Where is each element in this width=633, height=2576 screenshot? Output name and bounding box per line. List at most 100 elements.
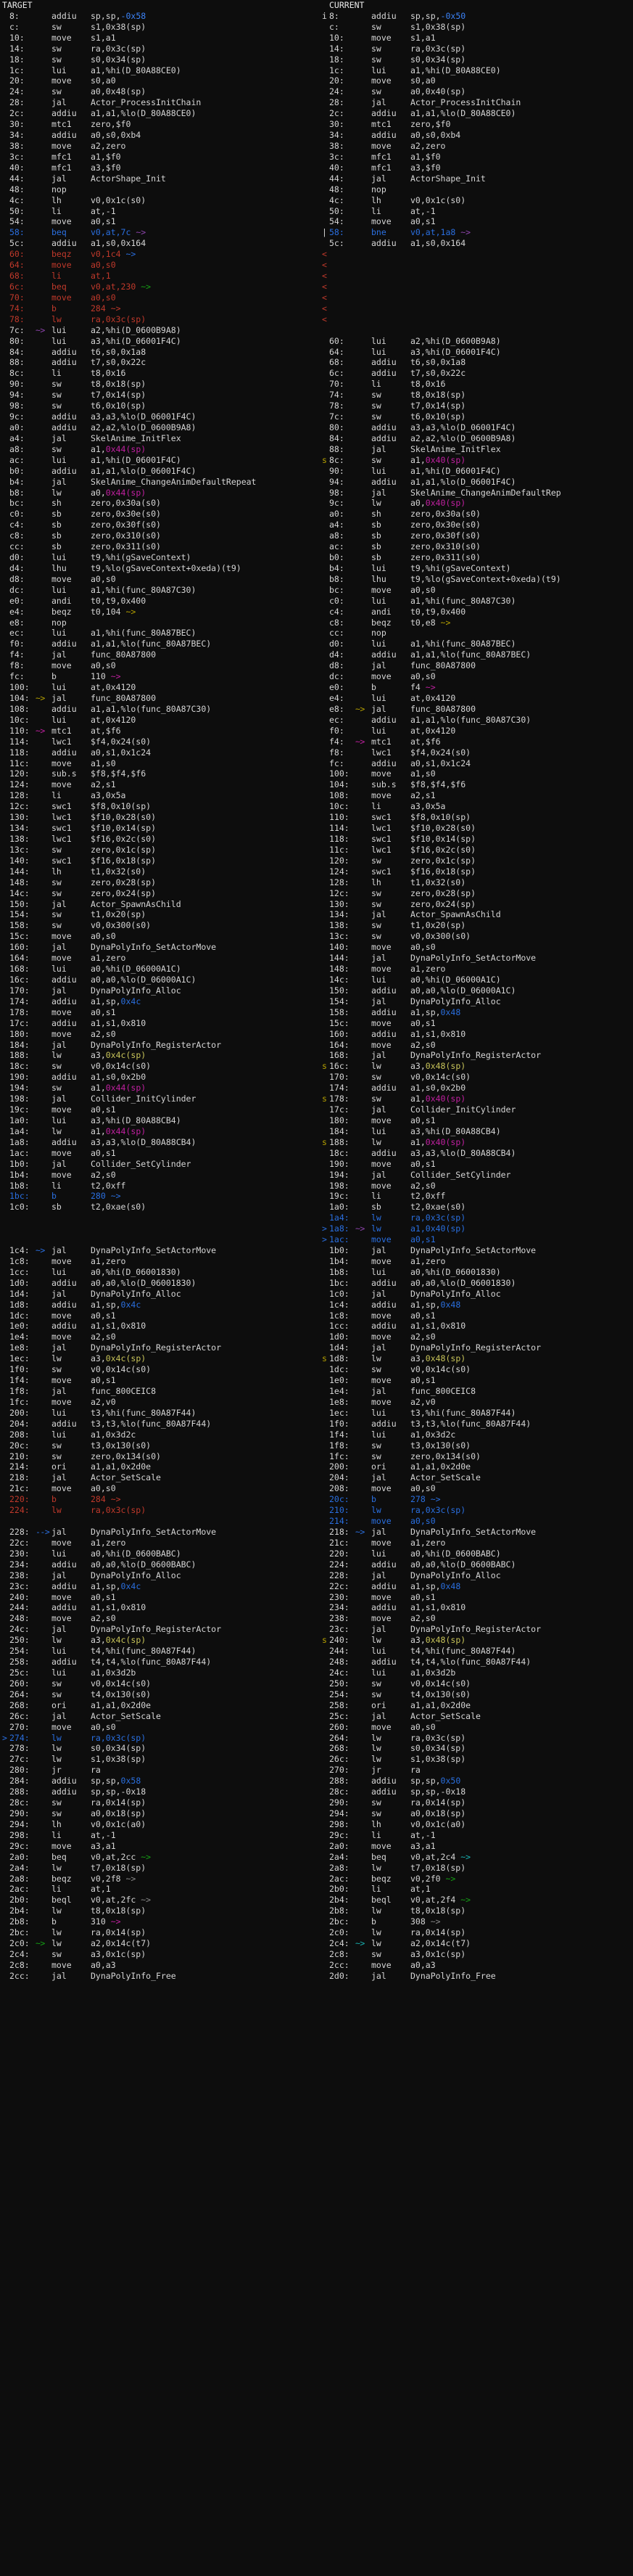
asm-line[interactable]: 2bc: lw ra,0x14(sp) (2, 1927, 312, 1938)
asm-line[interactable]: 1e8: move a2,v0 (322, 1397, 633, 1408)
asm-line[interactable]: 60: beqz v0,1c4 ~> (2, 249, 312, 260)
asm-line[interactable]: 98: sw t6,0x10(sp) (2, 401, 312, 411)
asm-line[interactable]: 27c: lw s1,0x38(sp) (2, 1754, 312, 1765)
asm-line[interactable]: 2ac: beqz v0,2f0 ~> (322, 1874, 633, 1884)
asm-line[interactable]: 164: move a2,s0 (322, 1040, 633, 1051)
asm-line[interactable]: 38: move a2,zero (322, 141, 633, 152)
asm-line[interactable]: 264: lw ra,0x3c(sp) (322, 1733, 633, 1744)
asm-line[interactable]: c0: sb zero,0x30e(s0) (2, 509, 312, 520)
asm-line[interactable]: 180: move a0,s1 (322, 1115, 633, 1126)
asm-line[interactable]: 120: sub.s $f8,$f4,$f6 (2, 768, 312, 779)
asm-line[interactable]: 150: jal Actor_SpawnAsChild (2, 899, 312, 910)
asm-line[interactable]: 84: addiu a2,a2,%lo(D_0600B9A8) (322, 433, 633, 444)
asm-line[interactable]: 74: b 284 ~> (2, 303, 312, 314)
asm-line[interactable]: 110: swc1 $f8,0x10(sp) (322, 812, 633, 823)
asm-line[interactable]: 190: addiu a1,s0,0x2b0 (2, 1072, 312, 1083)
asm-line[interactable]: 270: move a0,s0 (2, 1722, 312, 1733)
asm-line[interactable]: 9c: addiu a3,a3,%lo(D_06001F4C) (2, 411, 312, 422)
asm-line[interactable]: 208: move a0,s0 (322, 1483, 633, 1494)
asm-line[interactable]: 11c: lwc1 $f16,0x2c(s0) (322, 845, 633, 856)
asm-line[interactable]: 1d4: jal DynaPolyInfo_RegisterActor (322, 1342, 633, 1353)
asm-line[interactable]: 1e0: addiu a1,s1,0x810 (2, 1321, 312, 1332)
asm-line[interactable]: cc: nop (322, 628, 633, 639)
asm-line[interactable]: < (322, 292, 633, 303)
asm-line[interactable]: 280: jr ra (2, 1765, 312, 1776)
asm-line[interactable]: 44: jal ActorShape_Init (322, 173, 633, 184)
asm-line[interactable]: 288: addiu sp,sp,0x50 (322, 1776, 633, 1787)
asm-line[interactable]: 38: move a2,zero (2, 141, 312, 152)
asm-line[interactable]: 54: move a0,s1 (322, 216, 633, 227)
asm-line[interactable]: 2b4: beql v0,at,2f4 ~> (322, 1895, 633, 1906)
asm-line[interactable]: 18c: addiu a3,a3,%lo(D_80A88CB4) (322, 1148, 633, 1159)
asm-line[interactable]: 128: lh t1,0x32(s0) (322, 877, 633, 888)
asm-line[interactable]: 2cc: move a0,a3 (322, 1960, 633, 1971)
asm-line[interactable]: 18: sw s0,0x34(sp) (322, 54, 633, 65)
asm-line[interactable]: e0: andi t0,t9,0x400 (2, 596, 312, 607)
asm-line[interactable]: < (322, 249, 633, 260)
asm-line[interactable]: 78: sw t7,0x14(sp) (322, 401, 633, 411)
asm-line[interactable]: 1ec: lw a3,0x4c(sp) (2, 1353, 312, 1364)
asm-line[interactable]: 140: swc1 $f16,0x18(sp) (2, 856, 312, 866)
asm-line[interactable]: 11c: move a1,s0 (2, 758, 312, 769)
asm-line[interactable]: 124: move a2,s1 (2, 779, 312, 790)
asm-line[interactable]: 2bc: b 308 ~> (322, 1916, 633, 1927)
asm-line[interactable]: 17c: jal Collider_InitCylinder (322, 1104, 633, 1115)
asm-line[interactable]: 19c: move a0,s1 (2, 1104, 312, 1115)
asm-line[interactable]: 7c: ~> lui a2,%hi(D_0600B9A8) (2, 325, 312, 336)
asm-line[interactable]: d8: jal func_80A87800 (322, 660, 633, 671)
asm-line[interactable]: b0: sb zero,0x311(s0) (322, 552, 633, 563)
asm-line[interactable]: 2b8: b 310 ~> (2, 1916, 312, 1927)
asm-line[interactable]: 6c: addiu t7,s0,0x22c (322, 368, 633, 379)
asm-line[interactable]: 160: addiu a1,s1,0x810 (322, 1029, 633, 1040)
asm-line[interactable]: 29c: move a3,a1 (2, 1841, 312, 1852)
asm-line[interactable]: 10: move s1,a1 (2, 33, 312, 44)
asm-line[interactable]: 210: sw zero,0x134(s0) (2, 1451, 312, 1462)
asm-line[interactable]: ec: lui a1,%hi(func_80A87BEC) (2, 628, 312, 639)
asm-line[interactable]: 104: ~> jal func_80A87800 (2, 693, 312, 704)
asm-line[interactable]: 288: addiu sp,sp,-0x18 (2, 1787, 312, 1797)
asm-line[interactable]: 148: sw zero,0x28(sp) (2, 877, 312, 888)
asm-line[interactable]: f8: lwc1 $f4,0x24(s0) (322, 747, 633, 758)
asm-line[interactable]: >274: lw ra,0x3c(sp) (2, 1733, 312, 1744)
asm-line[interactable]: i 8: addiu sp,sp,-0x50 (322, 11, 633, 22)
asm-line[interactable]: 220: b 284 ~> (2, 1494, 312, 1505)
asm-line[interactable]: c0: lui a1,%hi(func_80A87C30) (322, 596, 633, 607)
asm-line[interactable]: a4: jal SkelAnime_InitFlex (2, 433, 312, 444)
asm-line[interactable]: 1b4: move a1,zero (322, 1256, 633, 1267)
asm-line[interactable]: 158: addiu a1,sp,0x48 (322, 1007, 633, 1018)
asm-line[interactable]: < (322, 314, 633, 325)
asm-line[interactable]: 170: jal DynaPolyInfo_Alloc (2, 985, 312, 996)
asm-line[interactable]: 100: lui at,0x4120 (2, 682, 312, 693)
asm-line[interactable]: 24: sw a0,0x48(sp) (2, 86, 312, 97)
asm-line[interactable]: 110: ~> mtc1 at,$f6 (2, 726, 312, 737)
asm-line[interactable]: 25c: jal Actor_SetScale (322, 1711, 633, 1722)
asm-line[interactable]: 284: addiu sp,sp,0x58 (2, 1776, 312, 1787)
asm-line[interactable]: 10c: lui at,0x4120 (2, 715, 312, 726)
asm-line[interactable]: 154: jal DynaPolyInfo_Alloc (322, 996, 633, 1007)
asm-line[interactable]: 148: move a1,zero (322, 964, 633, 975)
asm-line[interactable]: 168: lui a0,%hi(D_06000A1C) (2, 964, 312, 975)
asm-line[interactable]: 2c0: lw ra,0x14(sp) (322, 1927, 633, 1938)
asm-line[interactable]: 2b0: li at,1 (322, 1884, 633, 1895)
asm-line[interactable]: 28: jal Actor_ProcessInitChain (322, 97, 633, 108)
asm-line[interactable]: 1d4: jal DynaPolyInfo_Alloc (2, 1289, 312, 1300)
asm-line[interactable]: 1cc: addiu a1,s1,0x810 (322, 1321, 633, 1332)
asm-line[interactable]: 28: jal Actor_ProcessInitChain (2, 97, 312, 108)
asm-line[interactable]: bc: move a0,s0 (322, 585, 633, 596)
asm-line[interactable]: b0: addiu a1,a1,%lo(D_06001F4C) (2, 466, 312, 477)
asm-line[interactable]: cc: sb zero,0x311(s0) (2, 541, 312, 552)
asm-line[interactable]: a0: addiu a2,a2,%lo(D_0600B9A8) (2, 422, 312, 433)
asm-line[interactable]: 54: move a0,s1 (2, 216, 312, 227)
asm-line[interactable]: b4: jal SkelAnime_ChangeAnimDefaultRepeat (2, 477, 312, 488)
asm-line[interactable]: 21c: move a1,zero (322, 1538, 633, 1549)
asm-line[interactable]: 30: mtc1 zero,$f0 (2, 119, 312, 130)
asm-line[interactable]: b4: lui t9,%hi(gSaveContext) (322, 563, 633, 574)
asm-line[interactable]: 220: lui a0,%hi(D_0600BABC) (322, 1549, 633, 1559)
asm-line[interactable]: s 188: lw a1,0x40(sp) (322, 1137, 633, 1148)
asm-line[interactable] (2, 1234, 312, 1245)
asm-line[interactable]: f4: jal func_80A87800 (2, 649, 312, 660)
asm-line[interactable]: 100: move a1,s0 (322, 768, 633, 779)
asm-line[interactable]: 1b4: move a2,s0 (2, 1170, 312, 1181)
asm-line[interactable]: 120: sw zero,0x1c(sp) (322, 856, 633, 866)
asm-line[interactable]: 48: nop (2, 184, 312, 195)
